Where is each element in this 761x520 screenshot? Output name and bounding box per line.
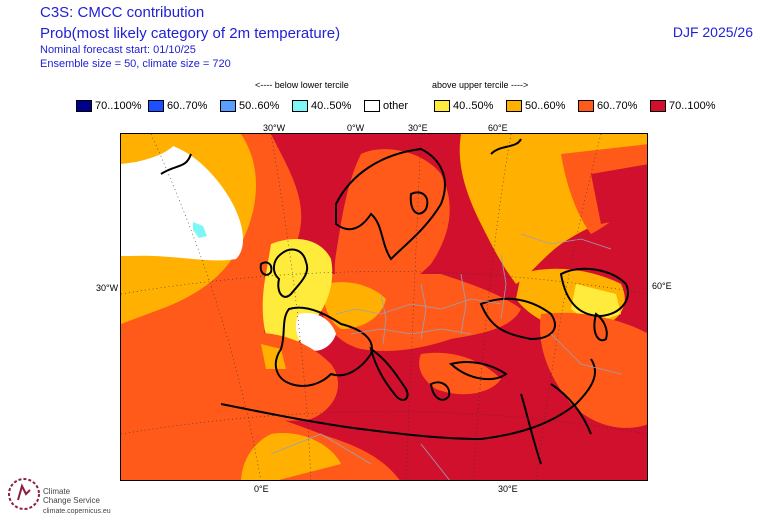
axis-top-30e: 30°E	[408, 123, 428, 133]
logo-url: climate.copernicus.eu	[43, 508, 111, 515]
legend-swatch	[76, 100, 92, 112]
axis-top-60e: 60°E	[488, 123, 508, 133]
legend-label: 70..100%	[95, 100, 142, 112]
legend-swatch	[506, 100, 522, 112]
legend-item: 60..70%	[578, 99, 637, 113]
region-other-atlantic	[121, 140, 244, 261]
graticule	[121, 134, 647, 480]
region-north-50-60	[121, 134, 181, 164]
map-canvas	[121, 134, 647, 480]
axis-left-30w: 30°W	[96, 283, 119, 293]
page-subtitle: Prob(most likely category of 2m temperat…	[40, 25, 341, 42]
region-other-france	[295, 313, 336, 351]
legend-item: 40..50%	[434, 99, 493, 113]
legend-item: 50..60%	[506, 99, 565, 113]
legend-swatch	[650, 100, 666, 112]
legend-label: 60..70%	[167, 100, 208, 112]
legend-swatch	[364, 100, 380, 112]
legend-item: 50..60%	[220, 99, 279, 113]
legend-label: 50..60%	[239, 100, 280, 112]
legend-label: 50..60%	[525, 100, 566, 112]
legend-item: 60..70%	[148, 99, 207, 113]
legend-label: 60..70%	[597, 100, 638, 112]
axis-bottom-30e: 30°E	[498, 484, 518, 494]
legend-swatch	[148, 100, 164, 112]
region-scandinavia-60-70	[334, 149, 450, 314]
region-iberia-60-70	[229, 332, 339, 421]
legend-swatch	[578, 100, 594, 112]
legend-label: other	[383, 100, 409, 112]
legend-swatch	[434, 100, 450, 112]
region-balkans-60-70	[419, 352, 501, 395]
region-uk-france-40-50	[262, 239, 333, 353]
legend-item: 70..100%	[650, 99, 715, 113]
c3s-logo-icon	[8, 478, 40, 510]
legend-item: 40..50%	[292, 99, 351, 113]
legend-below-header: <---- below lower tercile	[255, 80, 349, 90]
legend-item: 70..100%	[76, 99, 141, 113]
axis-right-60e: 60°E	[652, 281, 672, 291]
page-title: C3S: CMCC contribution	[40, 4, 205, 21]
forecast-start: Nominal forecast start: 01/10/25	[40, 44, 196, 56]
axis-top-0w: 0°W	[347, 123, 365, 133]
probability-map	[120, 133, 648, 481]
legend-item: other	[364, 99, 408, 113]
region-sahara-50-60	[241, 433, 341, 480]
forecast-period: DJF 2025/26	[672, 24, 753, 40]
axis-top-30w: 30°W	[263, 123, 286, 133]
legend-swatch	[220, 100, 236, 112]
region-below-40-50	[193, 222, 207, 238]
logo-line2: Change Service	[43, 496, 100, 505]
region-middle-east-60-70	[540, 312, 647, 428]
logo-line1: Climate	[43, 487, 71, 496]
c3s-logo	[6, 476, 42, 512]
coastlines	[160, 138, 629, 465]
axis-bottom-0e: 0°E	[254, 484, 269, 494]
legend-swatch	[292, 100, 308, 112]
legend-above-header: above upper tercile ---->	[432, 80, 529, 90]
legend-label: 40..50%	[453, 100, 494, 112]
ensemble-size: Ensemble size = 50, climate size = 720	[40, 58, 231, 70]
region-west-europe-50-60	[324, 282, 386, 329]
legend-label: 70..100%	[669, 100, 716, 112]
region-northeast-70-100	[591, 164, 647, 224]
legend-label: 40..50%	[311, 100, 352, 112]
country-borders	[270, 233, 622, 480]
